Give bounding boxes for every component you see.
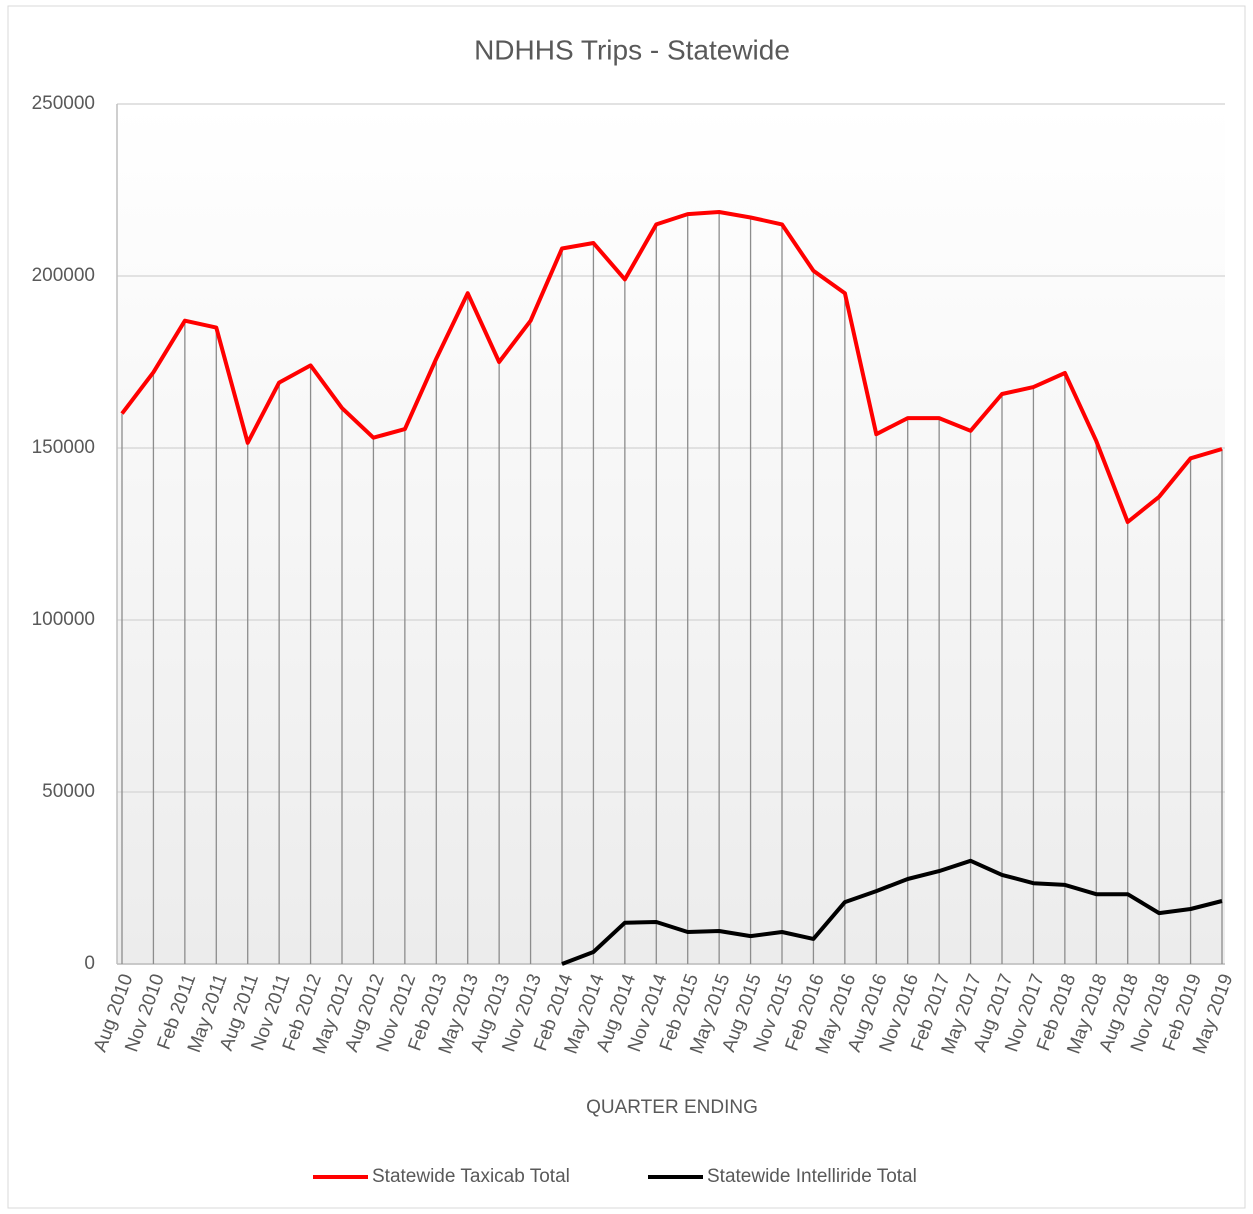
y-tick-label: 250000: [32, 93, 95, 114]
y-tick-label: 100000: [32, 609, 95, 630]
y-tick-label: 200000: [32, 265, 95, 286]
chart-title: NDHHS Trips - Statewide: [474, 34, 790, 65]
y-tick-label: 50000: [42, 781, 95, 802]
legend-label: Statewide Intelliride Total: [707, 1166, 917, 1187]
y-tick-label: 150000: [32, 437, 95, 458]
legend-label: Statewide Taxicab Total: [372, 1166, 570, 1187]
series-line: [120, 210, 1223, 524]
series-line: [561, 858, 1223, 966]
y-tick-label: 0: [84, 953, 95, 974]
plot-area: [117, 104, 1225, 964]
x-axis-label: QUARTER ENDING: [586, 1097, 758, 1118]
